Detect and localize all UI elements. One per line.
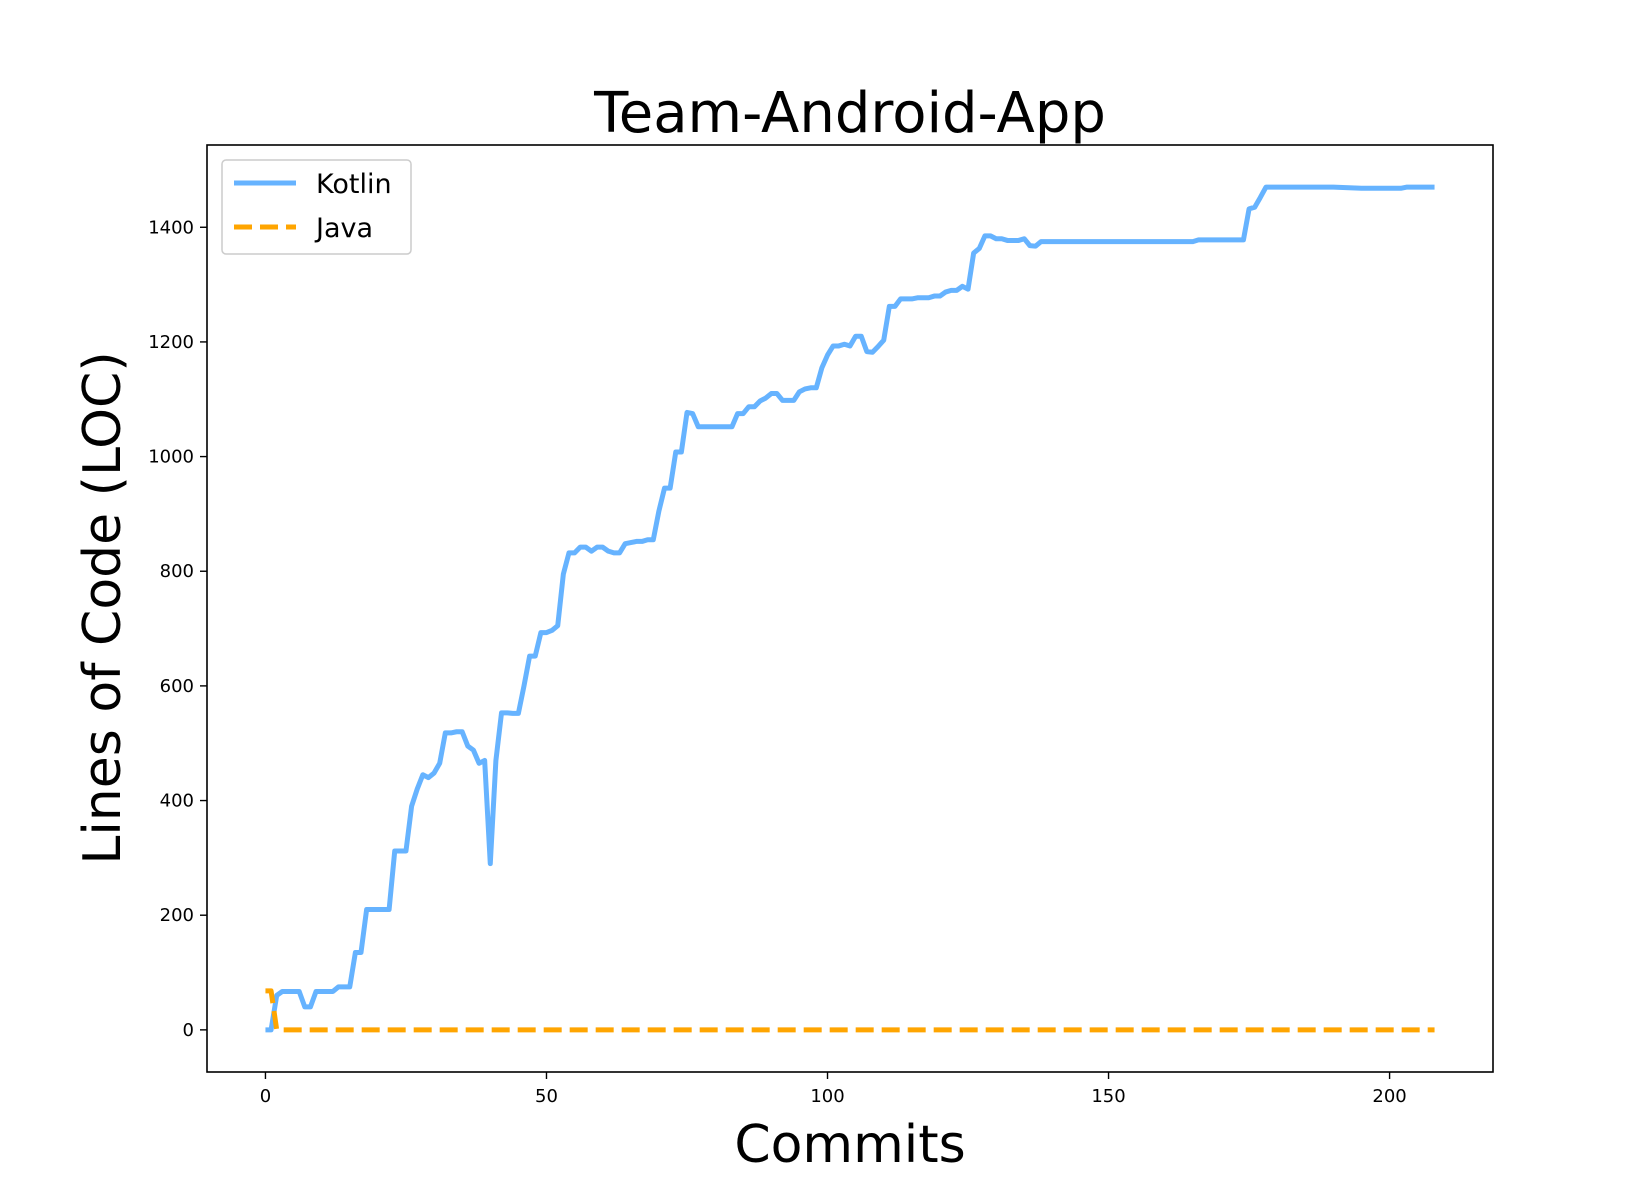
y-axis-label: Lines of Code (LOC) (73, 351, 133, 864)
x-tick-label: 0 (260, 1086, 271, 1107)
x-tick-label: 200 (1372, 1086, 1406, 1107)
y-tick-label: 200 (160, 905, 194, 926)
x-tick-label: 50 (535, 1086, 558, 1107)
y-tick-label: 1400 (148, 217, 194, 238)
legend-label-java: Java (314, 213, 373, 244)
y-tick-label: 1000 (148, 447, 194, 468)
x-tick-label: 150 (1091, 1086, 1125, 1107)
legend: Kotlin Java (221, 159, 412, 255)
chart-title: Team-Android-App (593, 81, 1106, 146)
x-axis-label: Commits (734, 1115, 965, 1175)
plot-lines (265, 184, 1435, 1033)
x-axis-ticks: 0 50 100 150 200 (260, 1072, 1407, 1107)
y-tick-label: 0 (183, 1020, 194, 1041)
series-line-java (265, 988, 1435, 1033)
y-tick-label: 600 (160, 676, 194, 697)
series-line-kotlin (265, 184, 1435, 1033)
plot-frame (206, 144, 1494, 1073)
legend-label-kotlin: Kotlin (316, 169, 392, 200)
y-axis-ticks: 0 200 400 600 800 1000 1200 1400 (148, 217, 207, 1041)
y-tick-label: 400 (160, 791, 194, 812)
x-tick-label: 100 (810, 1086, 844, 1107)
y-tick-label: 1200 (148, 332, 194, 353)
y-tick-label: 800 (160, 561, 194, 582)
